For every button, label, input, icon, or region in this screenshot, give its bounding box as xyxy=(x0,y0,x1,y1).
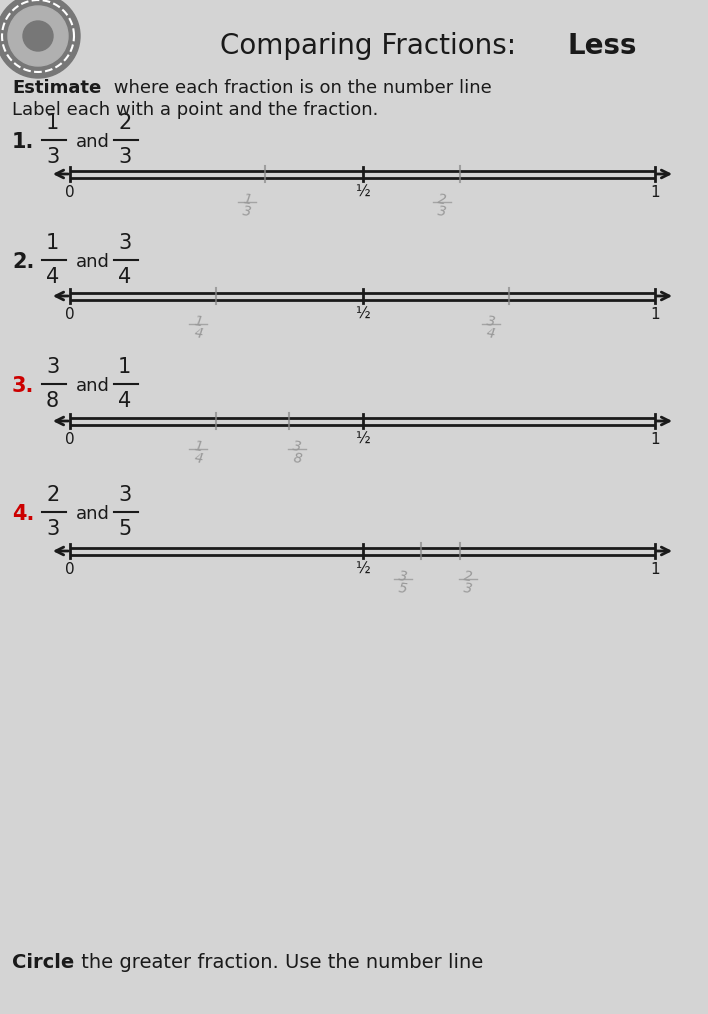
Text: 0: 0 xyxy=(65,307,75,322)
Text: 1: 1 xyxy=(193,439,204,454)
Text: 3: 3 xyxy=(486,314,496,330)
Text: 3: 3 xyxy=(118,233,131,254)
Text: where each fraction is on the number line: where each fraction is on the number lin… xyxy=(108,79,492,97)
Text: 3: 3 xyxy=(118,147,131,167)
Text: 0: 0 xyxy=(65,185,75,200)
Text: Comparing Fractions:: Comparing Fractions: xyxy=(220,32,525,60)
Text: 1: 1 xyxy=(650,307,660,322)
Text: 1: 1 xyxy=(118,357,131,377)
Text: 5: 5 xyxy=(118,519,131,539)
Text: 2: 2 xyxy=(118,113,131,133)
Text: 4.: 4. xyxy=(12,504,35,524)
Text: ½: ½ xyxy=(355,562,370,577)
Text: 3: 3 xyxy=(398,569,409,584)
Text: 4: 4 xyxy=(193,325,204,341)
Text: 3: 3 xyxy=(292,439,303,454)
Text: 3: 3 xyxy=(463,581,474,596)
Text: 1.: 1. xyxy=(12,132,35,152)
Text: 3: 3 xyxy=(437,204,447,219)
Text: 2: 2 xyxy=(46,485,59,505)
Text: 5: 5 xyxy=(398,581,409,596)
Text: 4: 4 xyxy=(118,267,131,287)
Text: the greater fraction. Use the number line: the greater fraction. Use the number lin… xyxy=(75,952,484,971)
Text: Circle: Circle xyxy=(12,952,74,971)
Text: Estimate: Estimate xyxy=(12,79,101,97)
Text: and: and xyxy=(76,133,110,151)
Text: 3: 3 xyxy=(46,519,59,539)
Text: 1: 1 xyxy=(46,113,59,133)
Text: 4: 4 xyxy=(46,267,59,287)
Text: 2: 2 xyxy=(463,569,474,584)
Text: 4: 4 xyxy=(118,391,131,411)
Text: 8: 8 xyxy=(46,391,59,411)
Text: 1: 1 xyxy=(650,562,660,577)
Text: ½: ½ xyxy=(355,307,370,322)
Text: 1: 1 xyxy=(241,192,252,207)
Text: and: and xyxy=(76,254,110,271)
Text: 4: 4 xyxy=(486,325,496,341)
Text: ½: ½ xyxy=(355,432,370,447)
Circle shape xyxy=(0,0,80,78)
Text: 3: 3 xyxy=(46,357,59,377)
Text: 3: 3 xyxy=(241,204,252,219)
Text: 0: 0 xyxy=(65,432,75,447)
Text: and: and xyxy=(76,505,110,523)
Text: 8: 8 xyxy=(292,451,303,466)
Text: Less: Less xyxy=(567,32,636,60)
Text: Label each with a point and the fraction.: Label each with a point and the fraction… xyxy=(12,101,378,119)
Text: 2: 2 xyxy=(437,192,447,207)
Text: 1: 1 xyxy=(650,432,660,447)
Circle shape xyxy=(8,6,68,66)
Text: 3: 3 xyxy=(46,147,59,167)
Circle shape xyxy=(23,21,53,51)
Text: 1: 1 xyxy=(193,314,204,330)
Text: 0: 0 xyxy=(65,562,75,577)
Text: 4: 4 xyxy=(193,451,204,466)
Text: 3: 3 xyxy=(118,485,131,505)
Text: and: and xyxy=(76,377,110,395)
Text: 1: 1 xyxy=(650,185,660,200)
Text: 2.: 2. xyxy=(12,252,35,272)
Text: 1: 1 xyxy=(46,233,59,254)
Text: ½: ½ xyxy=(355,185,370,200)
Text: 3.: 3. xyxy=(12,376,35,396)
